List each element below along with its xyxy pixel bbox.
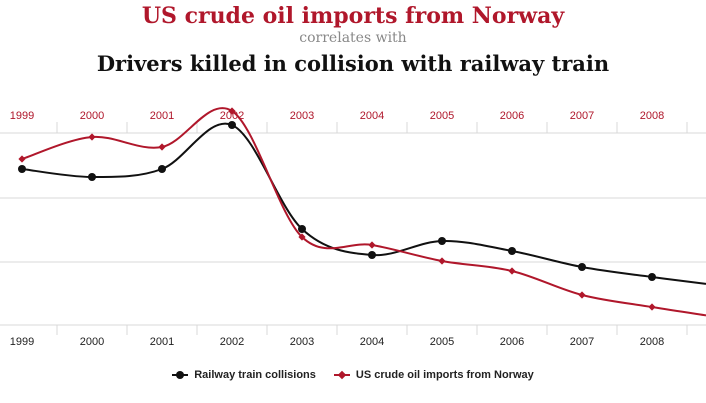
series-line-oil (21, 107, 706, 317)
x-tick-top-2006: 2006 (500, 110, 524, 122)
chart-title-bottom: Drivers killed in collision with railway… (96, 51, 610, 76)
point-oil-1999 (18, 155, 26, 163)
x-tick-top-2004: 2004 (360, 110, 384, 122)
point-railway-2002 (228, 121, 236, 129)
point-oil-2005 (438, 257, 446, 265)
point-oil-2001 (158, 143, 166, 151)
point-railway-2005 (438, 237, 446, 245)
point-railway-2000 (88, 173, 96, 181)
series-line-railway (21, 122, 706, 285)
point-oil-2007 (578, 291, 586, 299)
x-tick-top-2008: 2008 (640, 110, 664, 122)
x-tick-bottom-1999: 1999 (10, 336, 34, 348)
chart-legend: Railway train collisions US crude oil im… (0, 366, 706, 384)
x-tick-bottom-2003: 2003 (290, 336, 314, 348)
x-tick-bottom-2008: 2008 (640, 336, 664, 348)
x-tick-bottom-2004: 2004 (360, 336, 384, 348)
point-oil-2006 (508, 267, 516, 275)
point-oil-2002 (228, 107, 236, 115)
x-tick-top-2000: 2000 (80, 110, 104, 122)
x-tick-top-2003: 2003 (290, 110, 314, 122)
x-tick-bottom-2000: 2000 (80, 336, 104, 348)
point-oil-2004 (368, 241, 376, 249)
legend-label-railway: Railway train collisions (194, 369, 316, 381)
x-tick-top-1999: 1999 (10, 110, 34, 122)
x-tick-top-2007: 2007 (570, 110, 594, 122)
point-railway-2008 (648, 273, 656, 281)
legend-swatch-black (172, 370, 189, 380)
point-railway-2006 (508, 247, 516, 255)
point-oil-2000 (88, 133, 96, 141)
x-tick-bottom-2005: 2005 (430, 336, 454, 348)
x-tick-bottom-2002: 2002 (220, 336, 244, 348)
point-railway-2004 (368, 251, 376, 259)
point-railway-2001 (158, 165, 166, 173)
legend-swatch-red (333, 370, 350, 380)
chart-title-connector: correlates with (299, 30, 407, 46)
chart-title-top: US crude oil imports from Norway (141, 3, 565, 29)
x-tick-bottom-2001: 2001 (150, 336, 174, 348)
legend-item-oil[interactable]: US crude oil imports from Norway (333, 369, 534, 381)
legend-item-railway[interactable]: Railway train collisions (172, 369, 316, 381)
legend-label-oil: US crude oil imports from Norway (355, 369, 534, 381)
point-railway-2003 (298, 225, 306, 233)
x-tick-top-2005: 2005 (430, 110, 454, 122)
x-tick-top-2001: 2001 (150, 110, 174, 122)
point-oil-2003 (298, 233, 306, 241)
x-tick-bottom-2007: 2007 (570, 336, 594, 348)
point-railway-1999 (18, 165, 26, 173)
x-tick-bottom-2006: 2006 (500, 336, 524, 348)
point-railway-2007 (578, 263, 586, 271)
x-tick-top-2002: 2002 (220, 110, 244, 122)
point-oil-2008 (648, 303, 656, 311)
